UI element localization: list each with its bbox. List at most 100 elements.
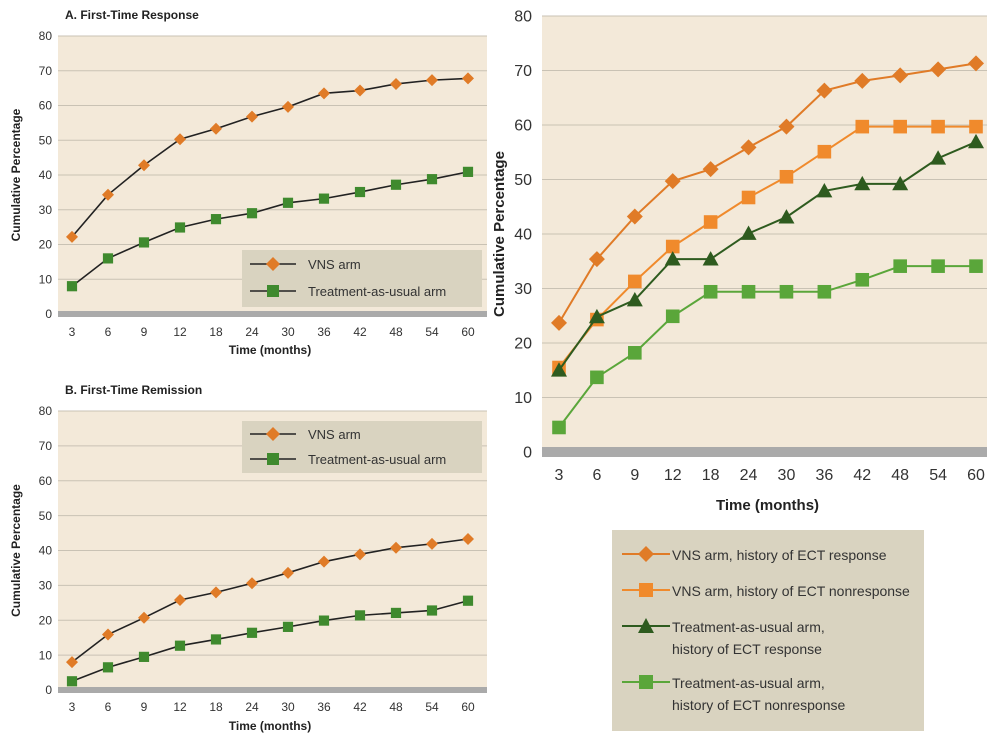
- undefined-series-0-point: [426, 537, 438, 550]
- undefined-series-0-point: [854, 72, 871, 89]
- undefined-series-1-point: [390, 179, 402, 190]
- undefined-series-3-point: [703, 284, 718, 299]
- undefined-series-1-point: [893, 119, 907, 134]
- undefined-series-2-point: [588, 308, 605, 324]
- undefined-x-tick-label: 60: [967, 467, 985, 484]
- undefined-series-0-point: [702, 161, 719, 178]
- undefined-x-tick-label: 6: [592, 467, 601, 484]
- undefined-series-1-point: [246, 208, 258, 219]
- undefined-series-1-point: [282, 197, 294, 208]
- chart-c-legend: VNS arm, history of ECT response VNS arm…: [612, 530, 924, 731]
- undefined-y-tick-label: 10: [39, 272, 53, 286]
- undefined-series-1-point: [426, 174, 438, 185]
- undefined-series-0-point: [318, 87, 330, 100]
- undefined-x-tick-label: 9: [141, 325, 148, 339]
- undefined-x-tick-label: 30: [281, 325, 295, 339]
- chart-a-title: A. First-Time Response: [65, 8, 199, 22]
- undefined-x-tick-label: 6: [105, 700, 112, 714]
- legend-c-vns-nonresponse-label: VNS arm, history of ECT nonresponse: [672, 583, 910, 599]
- undefined-series-2-point: [664, 251, 681, 266]
- undefined-series-3-point: [552, 420, 566, 435]
- undefined-series-1-point: [855, 119, 870, 134]
- undefined-y-axis-title: Cumulative Percentage: [9, 484, 23, 617]
- undefined-x-tick-label: 54: [929, 467, 947, 484]
- undefined-y-tick-label: 50: [514, 172, 532, 189]
- undefined-y-tick-label: 40: [39, 544, 53, 558]
- undefined-y-tick-label: 30: [39, 203, 53, 217]
- undefined-x-tick-label: 9: [630, 467, 639, 484]
- undefined-y-tick-label: 80: [39, 29, 53, 43]
- undefined-series-0-point: [892, 67, 909, 84]
- legend-c-vns-response-marker: [622, 546, 670, 562]
- undefined-x-tick-label: 60: [461, 325, 475, 339]
- undefined-x-tick-label: 24: [245, 325, 259, 339]
- undefined-x-tick-label: 3: [69, 700, 76, 714]
- undefined-series-0-point: [66, 230, 78, 243]
- undefined-series-0-point: [968, 55, 984, 72]
- undefined-y-tick-label: 70: [39, 439, 53, 453]
- undefined-y-tick-label: 80: [514, 9, 532, 26]
- undefined-x-axis-band: [542, 447, 987, 457]
- legend-c-tau-nonresponse-marker: [622, 675, 670, 689]
- undefined-series-0-point: [930, 61, 947, 78]
- undefined-y-tick-label: 0: [45, 683, 52, 697]
- undefined-y-tick-label: 10: [514, 390, 532, 407]
- undefined-series-3-point: [779, 284, 794, 299]
- undefined-y-tick-label: 50: [39, 509, 53, 523]
- undefined-y-tick-label: 80: [39, 404, 53, 418]
- legend-b-vns-marker: [250, 427, 296, 441]
- undefined-series-1-point: [741, 190, 756, 205]
- undefined-series-1-line: [71, 599, 469, 683]
- undefined-y-axis-title: Cumulative Percentage: [9, 108, 23, 241]
- undefined-x-tick-label: 48: [389, 325, 403, 339]
- undefined-series-1-point: [779, 169, 794, 184]
- undefined-y-tick-label: 70: [39, 64, 53, 78]
- undefined-y-tick-label: 40: [39, 168, 53, 182]
- undefined-series-1-line: [71, 171, 469, 287]
- undefined-x-tick-label: 48: [891, 467, 909, 484]
- undefined-series-1-point: [318, 193, 330, 204]
- undefined-x-tick-label: 9: [141, 700, 148, 714]
- undefined-series-1-point: [969, 119, 983, 134]
- undefined-x-tick-label: 3: [69, 325, 76, 339]
- undefined-series-1-point: [66, 281, 78, 292]
- undefined-x-tick-label: 6: [105, 325, 112, 339]
- undefined-y-axis-title: Cumulative Percentage: [491, 151, 508, 317]
- legend-b-vns-label: VNS arm: [308, 427, 361, 442]
- undefined-series-2-point: [626, 291, 643, 307]
- undefined-series-0-point: [210, 122, 222, 135]
- undefined-series-1-point: [102, 253, 114, 264]
- undefined-x-axis-title: Time (months): [229, 719, 311, 733]
- undefined-series-0-point: [174, 133, 186, 146]
- undefined-series-0-point: [282, 100, 294, 113]
- undefined-series-2-point: [968, 133, 984, 149]
- undefined-x-axis-title: Time (months): [229, 343, 311, 357]
- undefined-series-3-point: [665, 309, 680, 324]
- undefined-x-axis-band: [58, 687, 487, 693]
- undefined-x-tick-label: 48: [389, 700, 403, 714]
- undefined-series-3-point: [817, 284, 832, 299]
- undefined-series-0-point: [462, 532, 474, 545]
- undefined-series-1-point: [318, 615, 330, 626]
- legend-c-vns-response-label: VNS arm, history of ECT response: [672, 547, 887, 563]
- legend-a-tau-marker: [250, 285, 296, 297]
- undefined-x-tick-label: 36: [317, 325, 331, 339]
- undefined-x-tick-label: 54: [425, 700, 439, 714]
- undefined-series-0-point: [102, 628, 114, 641]
- undefined-series-3-point: [855, 272, 870, 287]
- undefined-series-1-point: [817, 144, 832, 159]
- undefined-x-tick-label: 12: [664, 467, 682, 484]
- undefined-series-0-point: [318, 555, 330, 568]
- undefined-series-3-point: [741, 284, 756, 299]
- undefined-x-tick-label: 24: [740, 467, 758, 484]
- undefined-series-2-line: [558, 140, 977, 371]
- undefined-x-tick-label: 30: [281, 700, 295, 714]
- undefined-series-0-point: [390, 541, 402, 554]
- chart-a-legend: VNS arm Treatment-as-usual arm: [242, 250, 482, 307]
- undefined-series-3-point: [590, 370, 604, 385]
- undefined-series-0-point: [246, 577, 258, 590]
- undefined-series-0-point: [138, 611, 150, 624]
- undefined-series-1-point: [462, 595, 474, 606]
